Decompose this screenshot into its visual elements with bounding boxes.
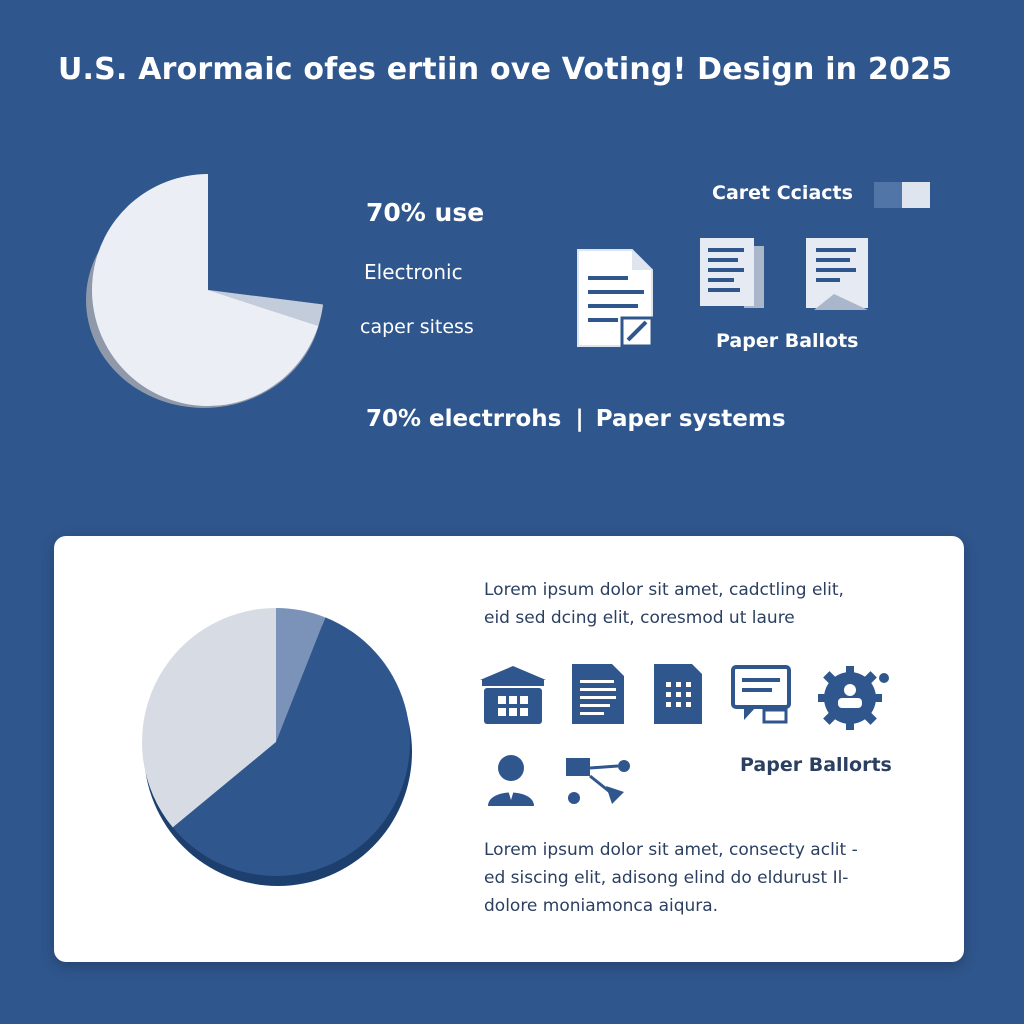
bottom-pie-slices <box>142 608 411 877</box>
bottom-pie-slice-2 <box>142 608 276 828</box>
gear-people-icon <box>818 666 889 730</box>
person-icon <box>488 755 534 806</box>
summary-left: 70% electrrohs <box>366 406 562 432</box>
card-paragraph-top-line: Lorem ipsum dolor sit amet, cadctling el… <box>484 580 844 600</box>
bottom-pie-slice-1 <box>172 617 411 877</box>
ballot-screen-icon <box>731 665 791 724</box>
top-pie-chart <box>86 174 325 408</box>
top-pie-slice-1 <box>91 174 319 406</box>
card-paragraph-bottom-line: dolore moniamonca aiqura. <box>484 896 719 916</box>
info-card: Lorem ipsum dolor sit amet, cadctling el… <box>54 536 964 962</box>
paper-stack-icon <box>700 238 764 308</box>
legend-label: Caret Cciacts <box>712 182 853 204</box>
summary-separator: | <box>575 406 584 432</box>
document-edit-icon <box>577 249 654 348</box>
top-pie-slices <box>91 174 325 406</box>
top-pie-slice-2 <box>208 174 325 305</box>
bottom-pie-chart <box>142 608 412 886</box>
legend-swatch-light <box>902 182 930 208</box>
summary-line: 70% electrrohs | Paper systems <box>366 406 786 432</box>
network-icon <box>566 758 630 804</box>
calculator-icon <box>654 664 702 724</box>
building-icon <box>480 666 546 724</box>
card-paragraph-bottom-line: Lorem ipsum dolor sit amet, consecty acl… <box>484 840 858 860</box>
card-paragraph-top: Lorem ipsum dolor sit amet, cadctling el… <box>484 576 844 632</box>
paper-ballots-label: Paper Ballots <box>716 330 859 352</box>
card-paragraph-top-line: eid sed dcing elit, coresmod ut laure <box>484 608 795 628</box>
bottom-pie-slice-3 <box>276 608 326 742</box>
stat-line-electronic: Electronic <box>364 260 463 284</box>
document-icon <box>572 664 624 724</box>
paper-ballots-card-label: Paper Ballorts <box>740 754 892 776</box>
card-paragraph-bottom: Lorem ipsum dolor sit amet, consecty acl… <box>484 836 858 920</box>
page-title: U.S. Arormaic ofes ertiin ove Voting! De… <box>58 52 953 87</box>
card-paragraph-bottom-line: ed siscing elit, adisong elind do elduru… <box>484 868 849 888</box>
top-pie-slice-3 <box>208 290 324 326</box>
stat-line-paper: caper sitess <box>360 316 474 338</box>
paper-ballot-icon <box>806 238 868 310</box>
stat-primary: 70% use <box>366 198 485 227</box>
summary-right: Paper systems <box>595 406 786 432</box>
legend-swatch-dark <box>874 182 902 208</box>
